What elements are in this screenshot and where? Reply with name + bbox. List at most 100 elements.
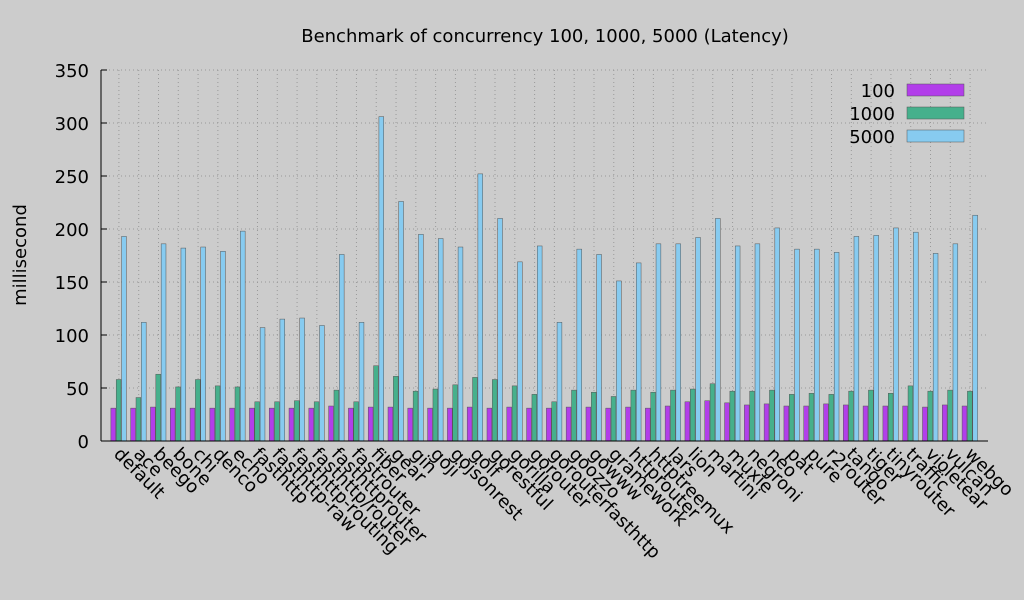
- bar: [868, 389, 874, 442]
- bar: [333, 389, 340, 442]
- bar: [803, 405, 809, 442]
- bar: [189, 407, 196, 442]
- bar: [121, 236, 127, 442]
- y-tick-label: 250: [55, 167, 89, 188]
- bar: [517, 261, 523, 442]
- bar: [907, 385, 914, 442]
- bar: [709, 383, 716, 442]
- bar: [789, 394, 795, 442]
- bar: [833, 252, 840, 442]
- bar: [754, 243, 761, 442]
- bar: [195, 379, 201, 442]
- bar: [427, 407, 433, 442]
- bar: [209, 407, 215, 442]
- bar: [893, 227, 899, 442]
- legend-label: 5000: [849, 127, 895, 148]
- bar: [418, 234, 424, 442]
- bar: [794, 248, 800, 442]
- bar: [724, 402, 730, 442]
- bar: [814, 248, 820, 442]
- bar: [170, 407, 176, 442]
- bar: [268, 407, 275, 442]
- legend-swatch: [906, 83, 965, 97]
- bar: [670, 389, 676, 442]
- bar: [843, 404, 849, 442]
- y-tick-label: 50: [66, 379, 89, 400]
- bar: [506, 406, 512, 442]
- bar: [274, 401, 280, 442]
- bar: [249, 407, 255, 442]
- bar: [873, 235, 879, 442]
- bar: [684, 401, 691, 442]
- bar: [591, 391, 597, 442]
- bar: [664, 405, 671, 442]
- bar: [254, 401, 260, 442]
- bar: [180, 247, 187, 442]
- y-tick-label: 100: [55, 326, 89, 347]
- bar: [947, 389, 953, 442]
- bar: [288, 407, 295, 442]
- bar: [729, 390, 735, 442]
- bar: [769, 389, 775, 442]
- bar: [531, 394, 537, 442]
- bar: [175, 386, 181, 442]
- bar: [808, 393, 815, 442]
- bar: [734, 245, 741, 442]
- bar: [432, 388, 439, 442]
- y-tick-label: 0: [78, 432, 89, 453]
- bar: [961, 405, 968, 442]
- bar: [452, 384, 458, 442]
- bar: [967, 390, 973, 442]
- bar: [690, 388, 696, 442]
- bar: [704, 400, 710, 442]
- bar: [913, 231, 919, 442]
- bar: [927, 390, 933, 442]
- bar: [141, 322, 147, 442]
- bar: [605, 407, 611, 442]
- bar: [774, 227, 780, 442]
- bar: [585, 406, 592, 442]
- bar: [130, 407, 136, 442]
- bar: [155, 373, 161, 442]
- bar: [438, 238, 444, 442]
- legend-swatch: [906, 106, 965, 120]
- bar: [313, 401, 320, 442]
- bar: [279, 318, 285, 442]
- bar: [398, 201, 404, 442]
- bar: [655, 243, 662, 442]
- legend-label: 1000: [849, 104, 895, 125]
- bar: [932, 253, 939, 442]
- bar: [546, 407, 552, 442]
- bar: [551, 401, 557, 442]
- y-tick-label: 200: [55, 220, 89, 241]
- bar: [319, 325, 325, 442]
- bar: [596, 254, 602, 442]
- bar: [922, 406, 928, 442]
- bar: [220, 251, 226, 442]
- bar: [294, 400, 300, 442]
- bar: [887, 393, 894, 442]
- bar: [115, 379, 122, 442]
- bar: [511, 385, 518, 442]
- bar: [645, 407, 651, 442]
- bar: [783, 405, 789, 442]
- bar: [110, 407, 116, 442]
- y-tick-label: 300: [55, 114, 89, 135]
- legend-label: 100: [861, 81, 895, 102]
- bar: [828, 394, 834, 442]
- bar: [537, 245, 543, 442]
- bar: [308, 407, 314, 442]
- bar: [234, 386, 241, 442]
- bar: [902, 405, 908, 442]
- bar: [675, 243, 681, 442]
- bar: [848, 390, 854, 442]
- bar: [565, 406, 572, 442]
- bar: [240, 230, 246, 442]
- bar: [486, 407, 493, 442]
- bar: [200, 246, 206, 442]
- bar: [466, 406, 473, 442]
- bar: [862, 405, 869, 442]
- bar: [952, 243, 959, 442]
- bar: [650, 391, 656, 442]
